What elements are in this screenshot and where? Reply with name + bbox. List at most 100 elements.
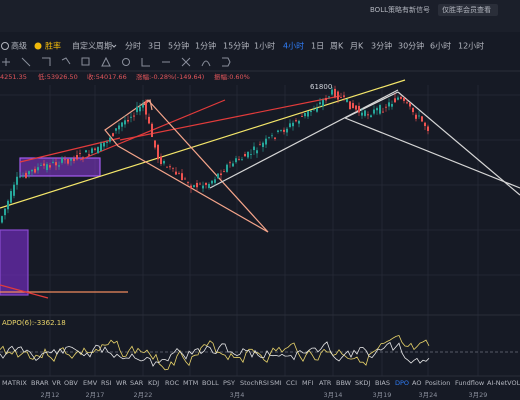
- indicator-tab[interactable]: MTM: [183, 379, 198, 387]
- period-button[interactable]: 分时: [125, 41, 141, 51]
- indicator-tab[interactable]: SAR: [130, 379, 144, 387]
- period-button[interactable]: 1日: [311, 42, 324, 51]
- indicator-tab[interactable]: Fundflow: [455, 379, 485, 387]
- date-label: 3月29: [469, 391, 488, 399]
- indicator-tab[interactable]: MFI: [302, 379, 313, 387]
- date-axis: 2月12 2月17 2月22 3月4 3月14 3月19 3月24 3月29: [41, 391, 488, 399]
- candle-body: [361, 112, 363, 116]
- candle-body: [334, 88, 336, 98]
- period-button[interactable]: 月K: [350, 42, 364, 51]
- candle-body: [31, 169, 33, 172]
- indicator-tab[interactable]: BOLL: [202, 379, 219, 387]
- candle-body: [52, 161, 54, 163]
- candle-body: [313, 109, 315, 111]
- candle-body: [46, 164, 48, 171]
- candle-body: [154, 140, 156, 148]
- indicator-tab[interactable]: DPO: [395, 379, 409, 387]
- period-button[interactable]: 周K: [330, 42, 344, 51]
- ohlc-value: 低:53926.50: [38, 72, 78, 81]
- winrate-button[interactable]: 胜率: [45, 41, 61, 51]
- period-button[interactable]: 6小时: [430, 41, 451, 51]
- indicator-tab[interactable]: EMV: [83, 379, 98, 387]
- indicator-tab[interactable]: WR: [116, 379, 127, 387]
- candle-body: [76, 155, 78, 160]
- candle-body: [211, 180, 213, 184]
- price-annotation: 61800: [310, 83, 332, 91]
- period-button[interactable]: 4小时: [283, 41, 304, 51]
- candle-body: [385, 106, 387, 108]
- indicator-tab[interactable]: RSI: [101, 379, 112, 387]
- indicator-tab[interactable]: VR: [52, 379, 61, 387]
- member-text[interactable]: 仅胜率会员查看: [442, 5, 491, 14]
- candle-body: [208, 183, 210, 188]
- dropdown-arrow: [111, 44, 117, 48]
- candle-body: [223, 171, 225, 173]
- candle-body: [412, 107, 414, 113]
- candle-body: [28, 171, 30, 175]
- custom-period[interactable]: 自定义周期: [72, 41, 112, 51]
- candle-body: [340, 97, 342, 98]
- candle-body: [259, 144, 261, 146]
- indicator-tab[interactable]: AO: [412, 379, 421, 387]
- candle-body: [373, 109, 375, 114]
- period-button[interactable]: 3分钟: [371, 41, 392, 51]
- pattern-triangle: [104, 99, 269, 233]
- period-button[interactable]: 30分钟: [398, 41, 424, 51]
- ohlc-row: 4251.35 低:53926.50 收:54017.66 涨幅:-0.28%(-14…: [0, 72, 250, 81]
- advanced-button[interactable]: 高级: [11, 41, 27, 51]
- candle-body: [379, 105, 381, 114]
- period-button[interactable]: 3日: [148, 42, 161, 51]
- indicator-tab[interactable]: BRAR: [31, 379, 49, 387]
- channel-line: [344, 91, 399, 119]
- indicator-tab[interactable]: CCI: [286, 379, 297, 387]
- candle-body: [106, 141, 108, 143]
- period-button[interactable]: 15分钟: [223, 41, 249, 51]
- candle-body: [325, 98, 327, 101]
- candle-body: [136, 106, 138, 113]
- indicator-tab[interactable]: OBV: [64, 379, 78, 387]
- candle-body: [205, 182, 207, 185]
- ohlc-value: 涨幅:-0.28%(-149.64): [136, 72, 204, 81]
- period-button[interactable]: 1分钟: [195, 41, 216, 51]
- period-button[interactable]: 5分钟: [168, 41, 189, 51]
- candle-body: [160, 156, 162, 165]
- candle-body: [85, 150, 87, 153]
- candle-body: [151, 123, 153, 138]
- candle-body: [139, 106, 141, 112]
- indicator-tab[interactable]: ROC: [165, 379, 180, 387]
- indicator-tab[interactable]: StochRSI: [240, 379, 269, 387]
- indicator-tab[interactable]: KDJ: [148, 379, 159, 387]
- period-button[interactable]: 1小时: [254, 41, 275, 51]
- indicator-tab[interactable]: BIAS: [375, 379, 390, 387]
- indicator-tab[interactable]: SKDJ: [355, 379, 370, 387]
- indicator-tab[interactable]: MA: [2, 379, 13, 387]
- candle-body: [37, 167, 39, 171]
- candle-body: [193, 185, 195, 188]
- signal-text[interactable]: BOLL策略有新信号: [370, 5, 430, 14]
- channel-line: [397, 91, 520, 196]
- candle-body: [307, 111, 309, 117]
- indicator-tab[interactable]: TRIX: [11, 379, 27, 387]
- trend-line: [0, 284, 49, 299]
- candle-body: [40, 164, 42, 166]
- indicator-tab[interactable]: SMI: [270, 379, 282, 387]
- candle-body: [292, 122, 294, 127]
- candle-body: [100, 143, 102, 151]
- indicator-tab[interactable]: AI-NetVOL: [487, 379, 520, 387]
- advanced-icon: [1, 42, 9, 50]
- indicator-tab[interactable]: PSY: [223, 379, 235, 387]
- candle-body: [424, 122, 426, 127]
- indicator-label: ADPO(6):-3362.18: [2, 319, 66, 327]
- candle-body: [190, 185, 192, 189]
- indicator-tab[interactable]: Position: [425, 379, 450, 387]
- candle-body: [280, 129, 282, 131]
- indicator-tab[interactable]: BBW: [336, 379, 352, 387]
- candle-body: [94, 148, 96, 150]
- period-button[interactable]: 12小时: [458, 41, 484, 51]
- candle-body: [349, 101, 351, 110]
- candle-body: [367, 114, 369, 116]
- candle-body: [262, 142, 264, 148]
- member-badge[interactable]: [438, 4, 498, 16]
- ohlc-value: 收:54017.66: [87, 72, 127, 81]
- indicator-tab[interactable]: ATR: [319, 379, 332, 387]
